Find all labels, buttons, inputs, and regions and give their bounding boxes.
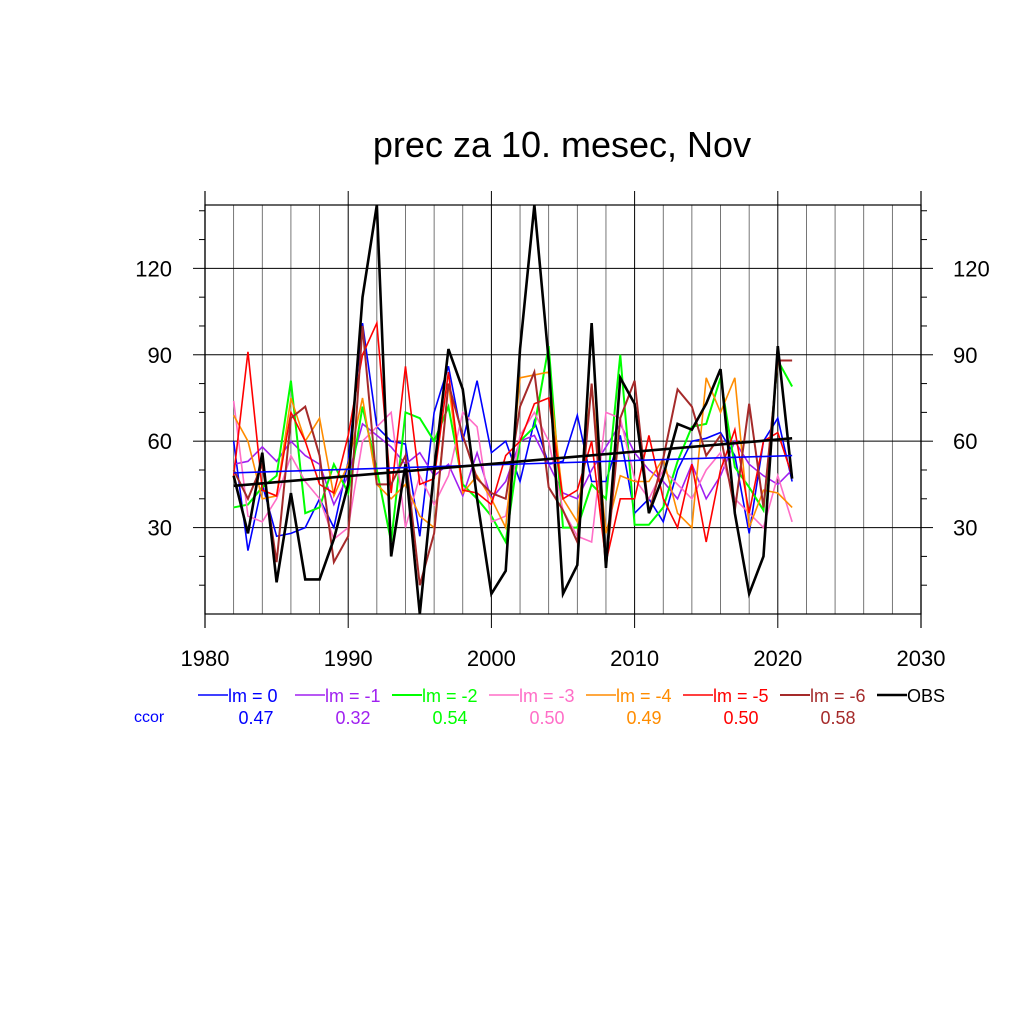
ytick-label-right: 30: [953, 516, 977, 541]
ytick-label-left: 120: [135, 256, 172, 281]
legend-label: lm = -1: [325, 686, 381, 706]
xtick-label: 2020: [753, 646, 802, 671]
ccor-value: 0.49: [626, 708, 661, 728]
legend-label: lm = -5: [713, 686, 769, 706]
tick-label-layer: 1980 1990 2000 2010 2020 2030 30 30 60 60 90 90 120 1…: [135, 256, 989, 671]
chart-title: prec za 10. mesec, Nov: [373, 124, 751, 165]
legend-label: lm = -4: [616, 686, 672, 706]
ccor-value: 0.47: [238, 708, 273, 728]
ytick-label-right: 60: [953, 429, 977, 454]
ccor-value: 0.54: [432, 708, 467, 728]
ccor-value: 0.50: [529, 708, 564, 728]
ccor-value: 0.58: [820, 708, 855, 728]
ytick-label-left: 90: [148, 343, 172, 368]
series-line-obs: [232, 204, 794, 615]
legend-label: lm = -2: [422, 686, 478, 706]
legend-label: lm = 0: [228, 686, 278, 706]
xtick-label: 1980: [181, 646, 230, 671]
ccor-value: 0.50: [723, 708, 758, 728]
frame-layer: [193, 191, 933, 628]
xtick-label: 2000: [467, 646, 516, 671]
ytick-label-left: 30: [148, 516, 172, 541]
xtick-label: 2030: [897, 646, 946, 671]
trend-line-lm-0: [233, 454, 793, 474]
legend-label: lm = -3: [519, 686, 575, 706]
ytick-label-left: 60: [148, 429, 172, 454]
trend-layer: [233, 437, 793, 488]
xtick-label: 2010: [610, 646, 659, 671]
ccor-label: ccor: [134, 709, 165, 726]
legend-label: OBS: [907, 686, 945, 706]
trend-line-obs: [233, 437, 793, 488]
ccor-value: 0.32: [335, 708, 370, 728]
ytick-label-right: 120: [953, 256, 990, 281]
legend-label: lm = -6: [810, 686, 866, 706]
ytick-label-right: 90: [953, 343, 977, 368]
series-line-lm-2: [233, 345, 793, 546]
xtick-label: 1990: [324, 646, 373, 671]
